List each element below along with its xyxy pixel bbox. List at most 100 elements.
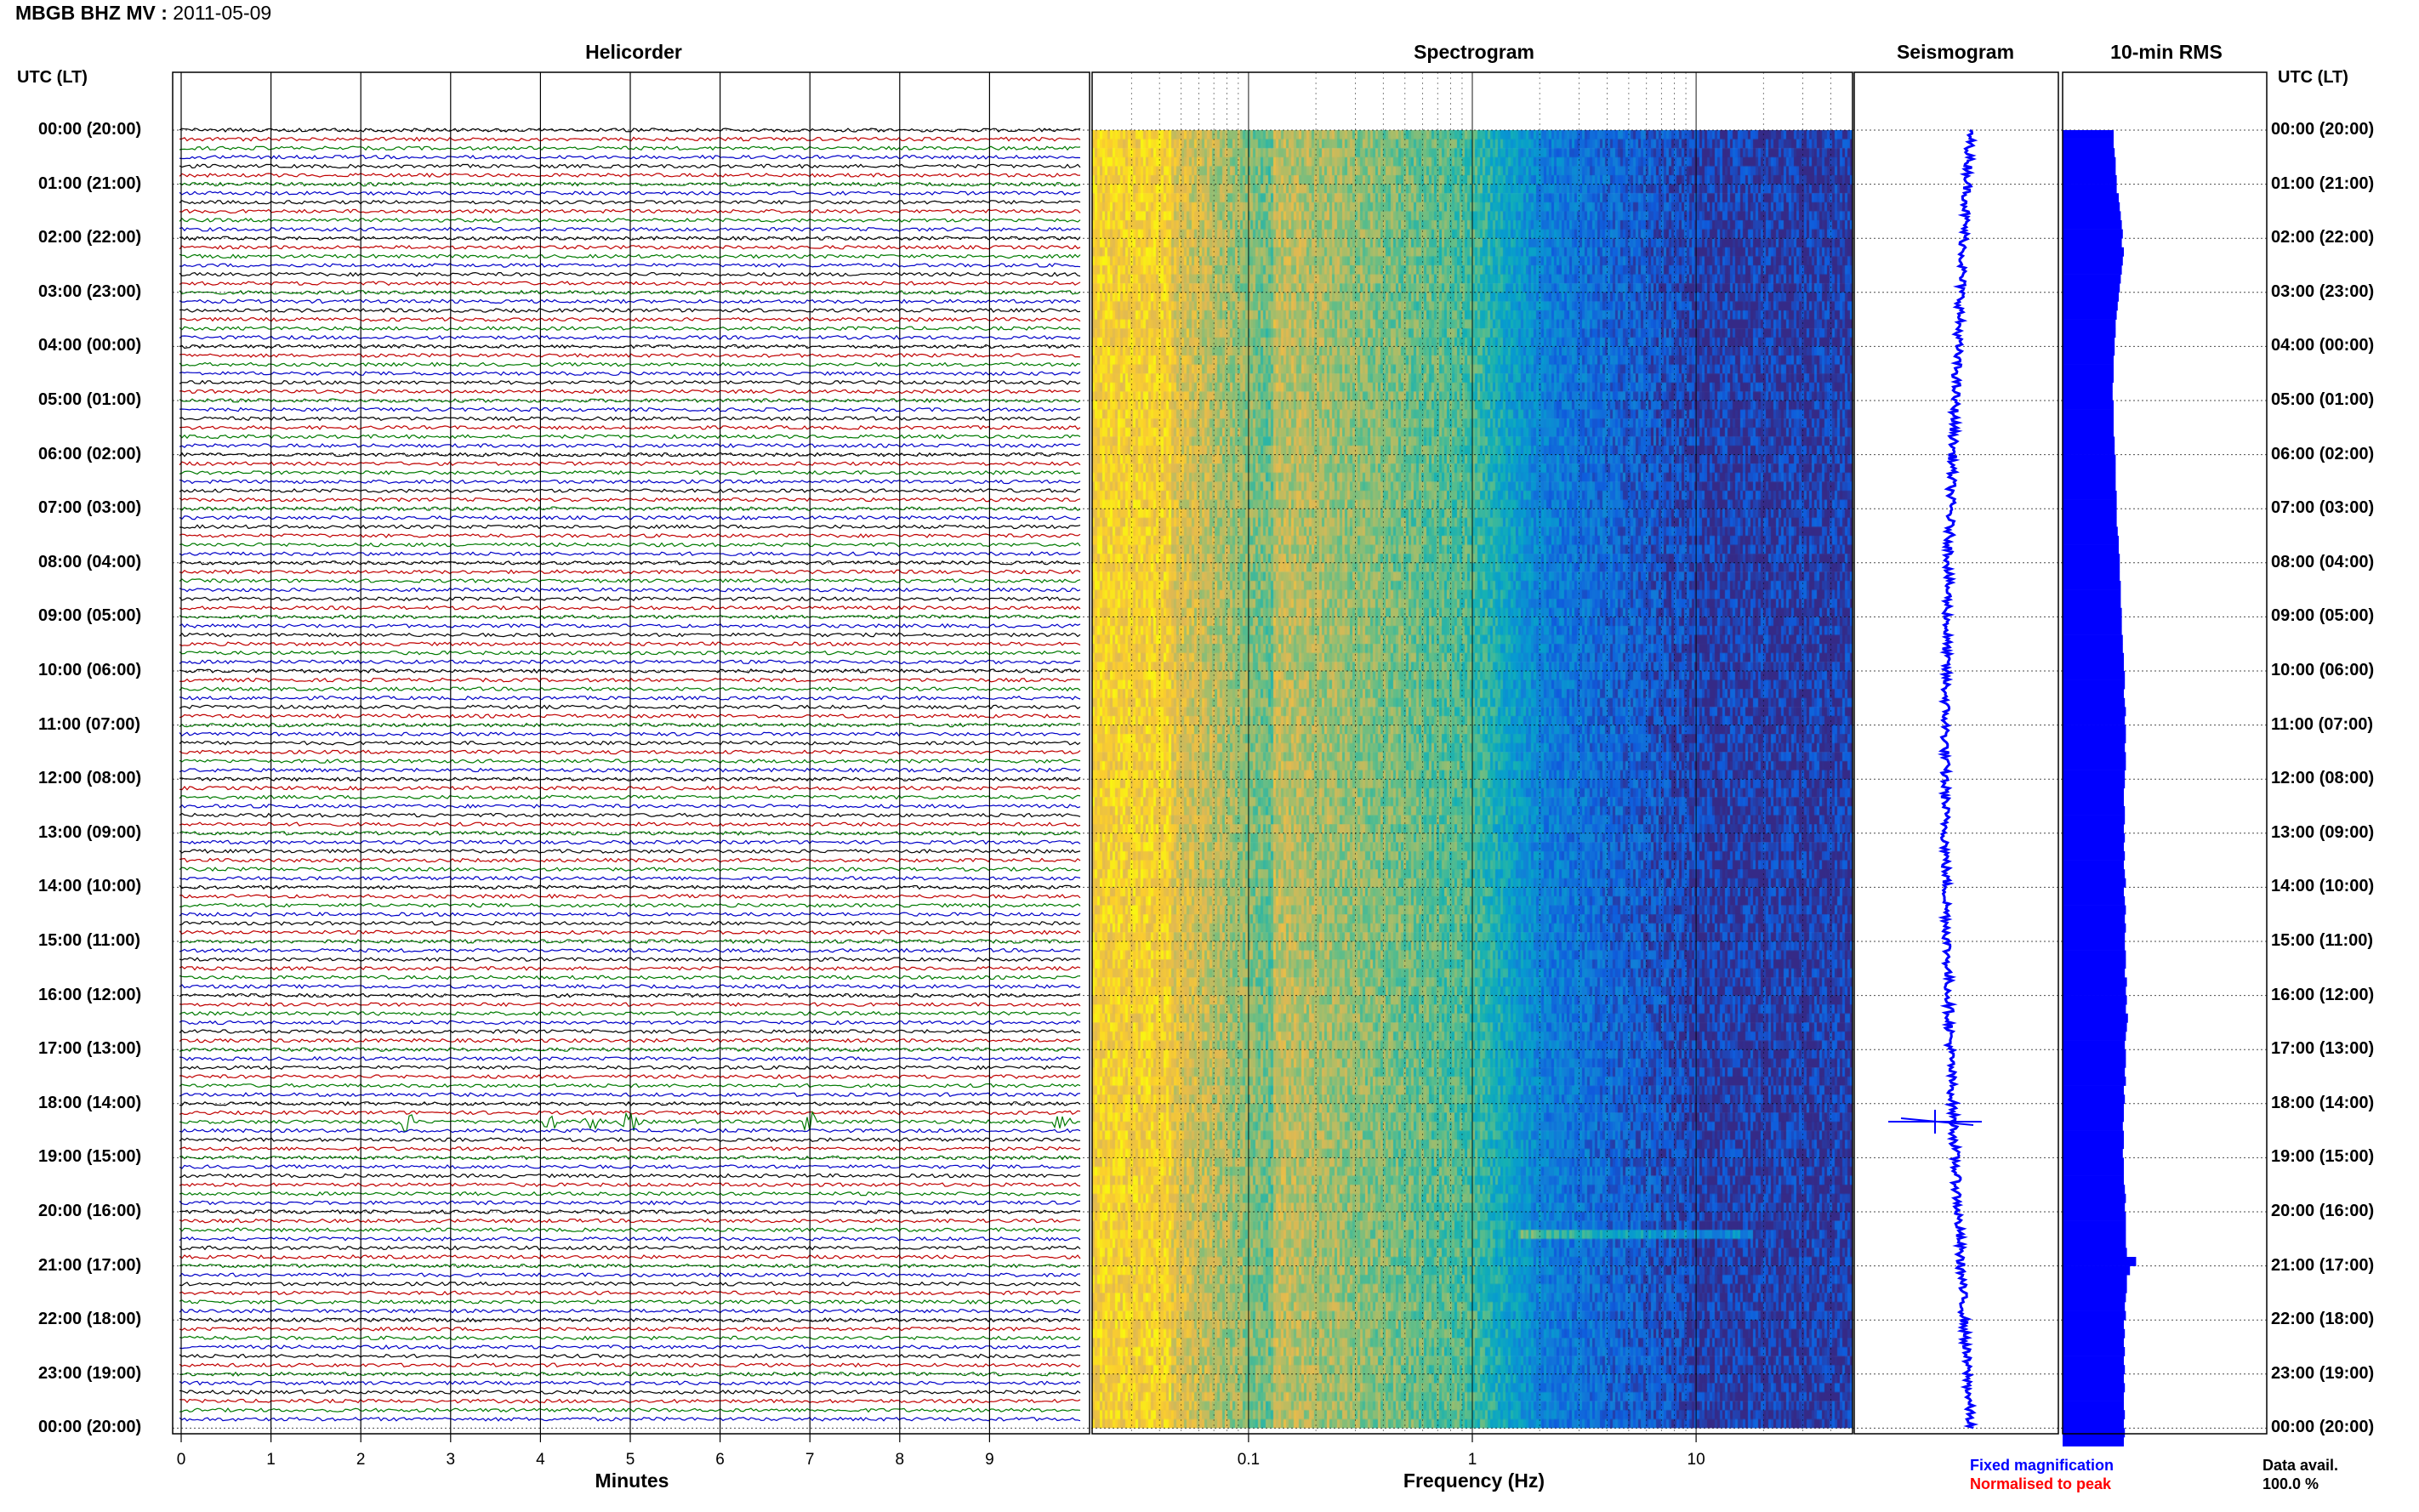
rms-bar [2063, 1230, 2126, 1240]
helicorder-title: Helicorder [585, 41, 682, 63]
time-label-left: 02:00 (22:00) [38, 228, 142, 247]
time-label-right: 03:00 (23:00) [2271, 281, 2375, 301]
rms-frame [2062, 71, 2268, 1435]
rms-bar [2063, 229, 2123, 239]
time-label-left: 17:00 (13:00) [38, 1039, 142, 1059]
rms-bar [2063, 1175, 2124, 1185]
rms-bar [2063, 1004, 2126, 1015]
rms-bar [2063, 536, 2119, 545]
time-label-right: 01:00 (21:00) [2271, 173, 2375, 193]
time-label-right: 06:00 (02:00) [2271, 444, 2375, 463]
rms-bar [2063, 607, 2122, 617]
x-tick-label: 8 [896, 1451, 905, 1469]
rms-bar [2063, 1347, 2126, 1356]
x-tick-label: 1 [1468, 1451, 1477, 1469]
right-axis-title: UTC (LT) [2278, 68, 2348, 87]
x-tick-label: 0.1 [1238, 1451, 1260, 1469]
rms-bar [2063, 959, 2126, 969]
rms-bar [2063, 1058, 2126, 1068]
time-label-left: 10:00 (06:00) [38, 661, 142, 679]
time-label-left: 21:00 (17:00) [38, 1255, 142, 1275]
station-label: MBGB BHZ MV : [15, 2, 168, 24]
time-label-right: 05:00 (01:00) [2271, 390, 2375, 409]
rms-bar [2063, 202, 2120, 212]
rms-bar [2063, 391, 2113, 401]
rms-bar [2063, 382, 2113, 392]
rms-bar [2063, 1356, 2124, 1366]
rms-bar [2063, 427, 2114, 437]
rms-bar [2063, 1283, 2127, 1293]
rms-bar [2063, 526, 2118, 537]
time-label-left: 06:00 (02:00) [38, 444, 142, 463]
rms-bar [2063, 283, 2120, 293]
spectrogram-title: Spectrogram [1414, 41, 1534, 63]
rms-bar [2063, 923, 2126, 933]
rms-bar [2063, 652, 2124, 662]
rms-bar [2063, 1365, 2126, 1375]
rms-bar [2063, 337, 2115, 347]
rms-bar [2063, 446, 2115, 455]
rms-bar [2063, 1130, 2124, 1140]
rms-bar [2063, 679, 2126, 690]
rms-bar [2063, 1049, 2126, 1060]
rms-bar [2063, 644, 2123, 654]
hour-gridlines [173, 129, 2267, 1429]
rms-bar [2063, 491, 2117, 500]
rms-bar [2063, 481, 2116, 492]
rms-bar [2063, 571, 2120, 582]
time-label-right: 11:00 (07:00) [2271, 714, 2374, 734]
rms-bar [2063, 1013, 2128, 1023]
left-axis-title: UTC (LT) [17, 68, 88, 87]
rms-bar [2063, 156, 2116, 167]
time-label-right: 02:00 (22:00) [2271, 228, 2375, 247]
rms-bar [2063, 1320, 2124, 1330]
time-label-right: 00:00 (20:00) [2271, 120, 2375, 139]
rms-bar [2063, 554, 2120, 564]
rms-bar [2063, 1248, 2127, 1258]
x-tick-label: 2 [356, 1451, 366, 1469]
rms-bar [2063, 1202, 2126, 1213]
rms-bar [2063, 274, 2121, 284]
rms-bar [2063, 256, 2123, 266]
time-label-right: 16:00 (12:00) [2271, 985, 2375, 1004]
rms-bar [2063, 1428, 2126, 1438]
time-label-right: 00:00 (20:00) [2271, 1418, 2375, 1437]
rms-bar [2063, 1338, 2124, 1348]
rms-bars [2063, 130, 2137, 1447]
rms-bar [2063, 1148, 2123, 1158]
time-label-left: 15:00 (11:00) [38, 931, 141, 950]
x-tick-label: 0 [177, 1451, 186, 1469]
rms-bar [2063, 310, 2117, 320]
x-tick-label: 7 [805, 1451, 815, 1469]
rms-bar [2063, 1022, 2127, 1032]
rms-bar [2063, 1040, 2126, 1050]
rms-bar [2063, 499, 2117, 509]
rms-bar [2063, 1067, 2126, 1077]
rms-bar [2063, 634, 2123, 645]
rms-bar [2063, 292, 2119, 302]
rms-bar [2063, 1077, 2126, 1086]
x-tick-label: 10 [1688, 1451, 1705, 1469]
rms-bar [2063, 166, 2116, 176]
rms-bar [2063, 707, 2126, 717]
rms-bar [2063, 779, 2126, 789]
rms-bar [2063, 1167, 2124, 1176]
rms-bar [2063, 1328, 2126, 1339]
rms-bar [2063, 896, 2126, 906]
rms-bar [2063, 662, 2124, 672]
time-label-right: 04:00 (00:00) [2271, 336, 2375, 355]
time-label-left: 07:00 (03:00) [38, 498, 142, 518]
x-tick-label: 6 [715, 1451, 725, 1469]
rms-bar [2063, 797, 2124, 807]
rms-bar [2063, 1383, 2126, 1393]
rms-bar [2063, 581, 2121, 590]
rms-bar [2063, 220, 2122, 230]
rms-bar [2063, 193, 2119, 203]
rms-bar [2063, 869, 2126, 879]
date-label: 2011-05-09 [173, 2, 272, 24]
rms-title: 10-min RMS [2110, 41, 2223, 63]
rms-bar [2063, 1238, 2126, 1248]
time-label-right: 20:00 (16:00) [2271, 1202, 2375, 1220]
rms-bar [2063, 211, 2121, 221]
rms-bar [2063, 860, 2124, 870]
